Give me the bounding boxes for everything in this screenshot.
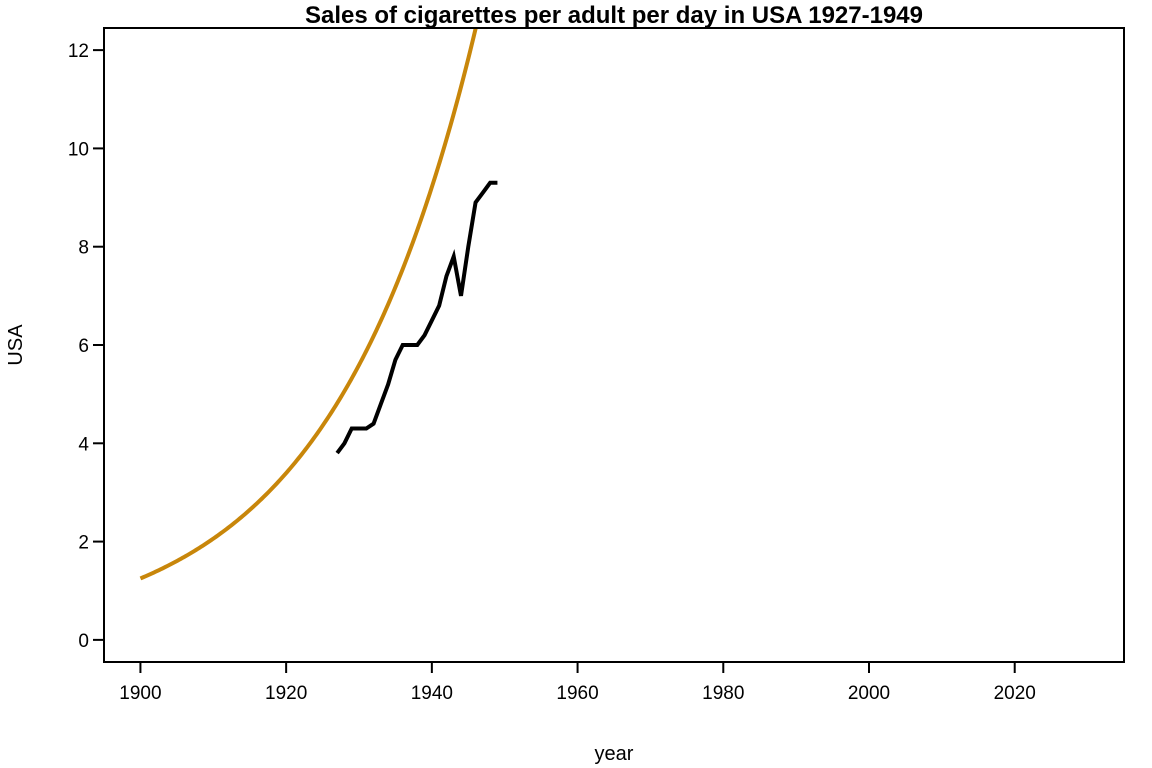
y-axis-label: USA [5,324,27,366]
x-tick-label: 1940 [411,683,453,704]
y-tick-label: 0 [78,631,89,652]
x-tick-label: 1980 [702,683,744,704]
x-axis: 1900 1920 1940 1960 1980 2000 2020 [119,661,1036,704]
series-layer [335,180,498,455]
x-tick-label: 2000 [848,683,890,704]
plot-frame [103,27,1125,663]
y-tick-label: 12 [68,41,89,62]
y-tick-label: 4 [78,434,89,455]
x-tick-label: 1900 [119,683,161,704]
fitted-curve-line [139,28,478,581]
chart-title: Sales of cigarettes per adult per day in… [305,2,923,29]
y-tick-label: 2 [78,533,89,554]
x-tick-label: 1960 [556,683,598,704]
y-axis: 0 2 4 6 8 10 12 [68,41,105,652]
y-tick-label: 10 [68,139,89,160]
x-tick-label: 1920 [265,683,307,704]
x-axis-label: year [595,743,634,765]
fit-curve-layer [139,28,478,581]
x-tick-label: 2020 [994,683,1036,704]
y-tick-label: 6 [78,336,89,357]
observed-series-line [335,180,498,455]
y-tick-label: 8 [78,238,89,259]
